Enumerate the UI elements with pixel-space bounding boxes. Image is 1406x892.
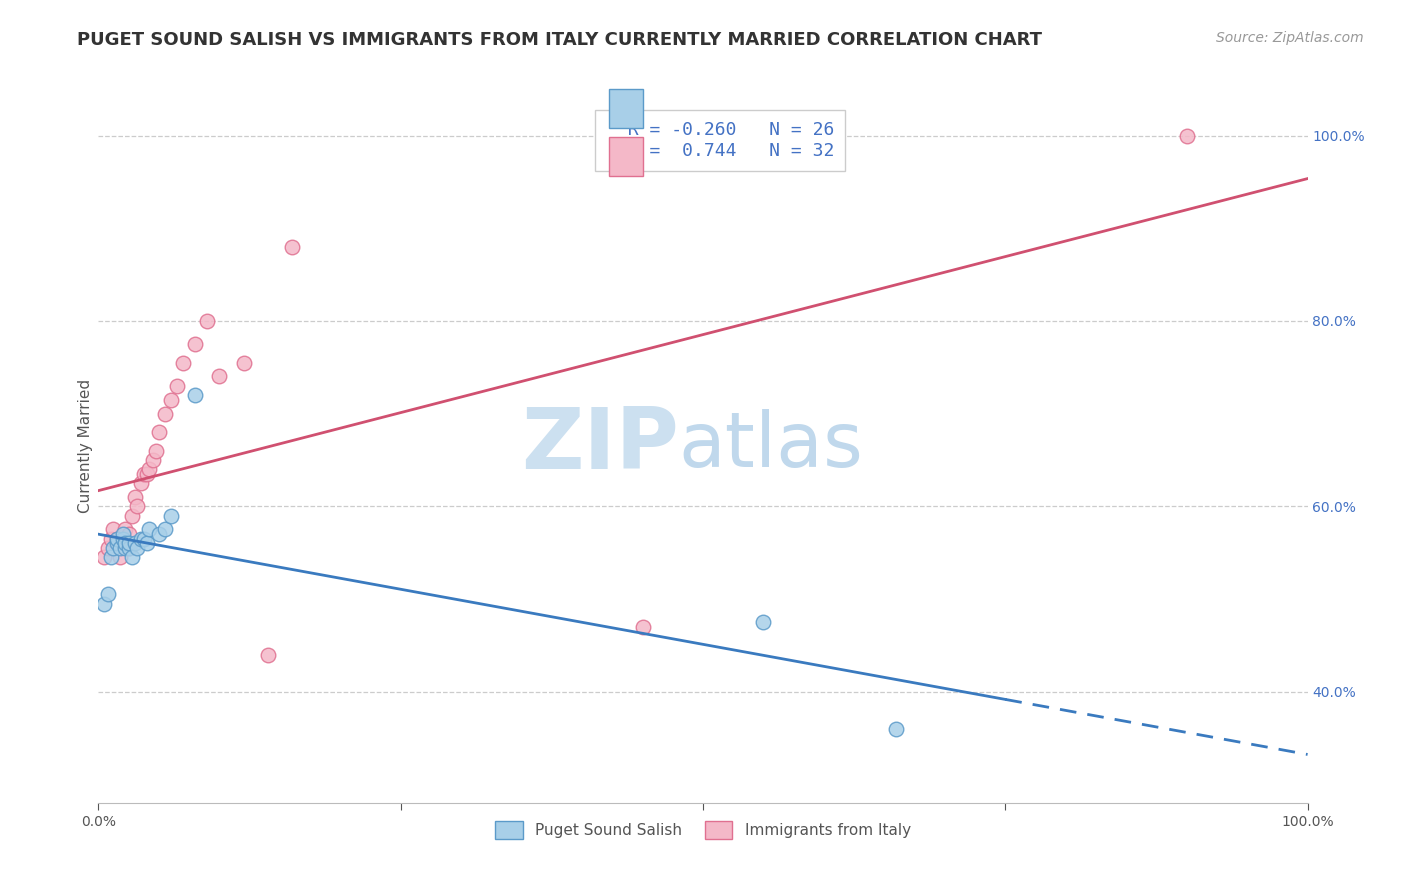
Text: Source: ZipAtlas.com: Source: ZipAtlas.com: [1216, 31, 1364, 45]
Point: [97, 541, 120, 555]
Point: [129, 476, 152, 491]
Legend: Puget Sound Salish, Immigrants from Italy: Puget Sound Salish, Immigrants from Ital…: [489, 815, 917, 845]
Text: PUGET SOUND SALISH VS IMMIGRANTS FROM ITALY CURRENTLY MARRIED CORRELATION CHART: PUGET SOUND SALISH VS IMMIGRANTS FROM IT…: [77, 31, 1042, 49]
Point: [114, 541, 136, 555]
Point: [184, 337, 207, 351]
Point: [108, 550, 131, 565]
Point: [127, 500, 149, 514]
Point: [153, 523, 176, 537]
Point: [108, 541, 131, 555]
Point: [142, 453, 165, 467]
Point: [124, 490, 146, 504]
Point: [118, 541, 141, 555]
Point: [121, 508, 143, 523]
Point: [127, 541, 149, 555]
Point: [118, 541, 141, 555]
Point: [129, 532, 152, 546]
FancyBboxPatch shape: [609, 89, 643, 128]
Point: [124, 536, 146, 550]
FancyBboxPatch shape: [609, 137, 643, 177]
Point: [101, 541, 124, 555]
Y-axis label: Currently Married: Currently Married: [77, 379, 93, 513]
Point: [138, 523, 160, 537]
Point: [111, 527, 134, 541]
Point: [111, 536, 134, 550]
Text: R = -0.260   N = 26
  R =  0.744   N = 32: R = -0.260 N = 26 R = 0.744 N = 32: [606, 121, 835, 160]
Point: [105, 532, 128, 546]
Text: atlas: atlas: [679, 409, 863, 483]
Point: [145, 443, 167, 458]
Point: [100, 532, 122, 546]
Point: [160, 508, 183, 523]
Point: [232, 355, 254, 369]
Point: [281, 240, 304, 254]
Point: [160, 392, 183, 407]
Point: [114, 536, 136, 550]
Point: [752, 615, 775, 629]
Point: [118, 536, 141, 550]
Point: [105, 536, 128, 550]
Point: [111, 532, 134, 546]
Point: [172, 355, 194, 369]
Point: [184, 388, 207, 402]
Point: [93, 597, 115, 611]
Point: [148, 527, 170, 541]
Point: [138, 462, 160, 476]
Point: [93, 550, 115, 565]
Point: [121, 550, 143, 565]
Point: [100, 550, 122, 565]
Point: [195, 314, 218, 328]
Point: [118, 527, 141, 541]
Point: [135, 467, 157, 481]
Point: [134, 467, 156, 481]
Text: ZIP: ZIP: [522, 404, 679, 488]
Point: [153, 407, 176, 421]
Point: [208, 369, 231, 384]
Point: [101, 523, 124, 537]
Point: [886, 722, 908, 736]
Point: [166, 378, 188, 392]
Point: [114, 523, 136, 537]
Point: [256, 648, 278, 662]
Point: [134, 532, 156, 546]
Point: [1175, 128, 1198, 143]
Point: [631, 620, 654, 634]
Point: [148, 425, 170, 439]
Point: [105, 532, 128, 546]
Point: [135, 536, 157, 550]
Point: [97, 587, 120, 601]
